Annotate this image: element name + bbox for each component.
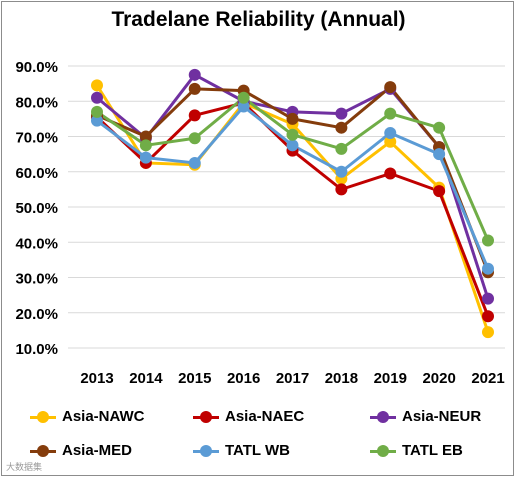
- data-point-asia-neur: [335, 107, 348, 120]
- data-point-asia-nawc: [91, 79, 103, 92]
- x-tick-label: 2019: [374, 370, 407, 387]
- y-tick-label: 30.0%: [15, 271, 58, 288]
- data-point-tatl-wb: [237, 100, 250, 113]
- y-tick-label: 50.0%: [15, 200, 58, 217]
- y-tick-label: 70.0%: [15, 130, 58, 147]
- x-tick-label: 2014: [129, 370, 163, 387]
- y-tick-label: 80.0%: [15, 94, 58, 111]
- data-point-tatl-wb: [286, 139, 299, 152]
- data-point-asia-neur: [91, 91, 103, 104]
- legend-swatch: [30, 410, 56, 424]
- watermark: 大数据集: [6, 462, 43, 472]
- legend-label: TATL EB: [402, 442, 463, 459]
- legend-label: Asia-NAEC: [225, 408, 305, 425]
- legend-swatch: [193, 444, 219, 458]
- legend-swatch: [370, 410, 396, 424]
- data-point-asia-naec: [482, 310, 494, 323]
- y-tick-label: 60.0%: [15, 165, 58, 182]
- y-tick-label: 20.0%: [15, 306, 58, 323]
- data-point-tatl-eb: [384, 107, 397, 120]
- data-point-tatl-wb: [384, 126, 397, 139]
- data-point-tatl-eb: [433, 121, 446, 134]
- data-point-tatl-eb: [237, 91, 250, 104]
- data-point-tatl-eb: [188, 132, 201, 145]
- data-point-asia-naec: [384, 167, 397, 180]
- legend-item-tatl-wb: TATL WB: [193, 442, 290, 459]
- x-tick-label: 2016: [227, 370, 260, 387]
- legend-label: Asia-NEUR: [402, 408, 482, 425]
- chart-title: Tradelane Reliability (Annual): [111, 8, 406, 31]
- data-point-tatl-wb: [188, 156, 201, 169]
- legend-item-asia-naec: Asia-NAEC: [193, 408, 304, 425]
- legend-item-tatl-eb: TATL EB: [370, 442, 463, 459]
- data-point-asia-nawc: [482, 326, 494, 339]
- x-tick-label: 2018: [325, 370, 358, 387]
- legend-label: Asia-NAWC: [62, 408, 145, 425]
- legend-swatch: [193, 410, 219, 424]
- legend-swatch: [30, 444, 56, 458]
- data-point-asia-naec: [188, 109, 201, 122]
- data-point-asia-med: [286, 112, 299, 125]
- data-point-tatl-eb: [139, 139, 152, 152]
- data-point-tatl-wb: [139, 151, 152, 164]
- data-point-tatl-wb: [335, 165, 348, 178]
- chart-plot: 10.0% 20.0% 30.0% 40.0% 50.0% 60.0% 70.0% 80.0%…: [15, 59, 505, 387]
- data-point-asia-med: [188, 82, 201, 95]
- legend-item-asia-med: Asia-MED: [30, 442, 132, 459]
- x-tick-label: 2021: [471, 370, 504, 387]
- data-point-asia-naec: [433, 185, 446, 198]
- data-point-asia-med: [384, 81, 397, 94]
- legend-swatch: [370, 444, 396, 458]
- data-point-tatl-eb: [335, 142, 348, 155]
- data-point-asia-neur: [482, 292, 494, 305]
- y-tick-label: 40.0%: [15, 235, 58, 252]
- legend-label: Asia-MED: [62, 442, 133, 459]
- y-tick-label: 90.0%: [15, 59, 58, 76]
- data-point-tatl-wb: [433, 148, 446, 161]
- data-point-tatl-eb: [91, 105, 103, 118]
- chart-legend: Asia-NAWC Asia-NAEC Asia-NEUR Asia-MED TATL …: [0, 400, 517, 470]
- x-tick-label: 2015: [178, 370, 211, 387]
- x-tick-label: 2020: [422, 370, 455, 387]
- data-point-asia-naec: [335, 183, 348, 196]
- data-point-tatl-eb: [286, 128, 299, 141]
- data-point-asia-nawc: [384, 135, 397, 148]
- legend-item-asia-neur: Asia-NEUR: [370, 408, 481, 425]
- legend-label: TATL WB: [225, 442, 290, 459]
- data-point-tatl-wb: [91, 114, 103, 127]
- x-tick-label: 2013: [80, 370, 113, 387]
- data-point-asia-med: [139, 130, 152, 143]
- data-point-tatl-eb: [482, 234, 494, 247]
- data-point-tatl-wb: [482, 262, 494, 275]
- y-tick-label: 10.0%: [15, 341, 58, 358]
- x-tick-label: 2017: [276, 370, 309, 387]
- data-point-asia-med: [335, 121, 348, 134]
- legend-item-asia-nawc: Asia-NAWC: [30, 408, 145, 425]
- data-point-asia-neur: [188, 68, 201, 81]
